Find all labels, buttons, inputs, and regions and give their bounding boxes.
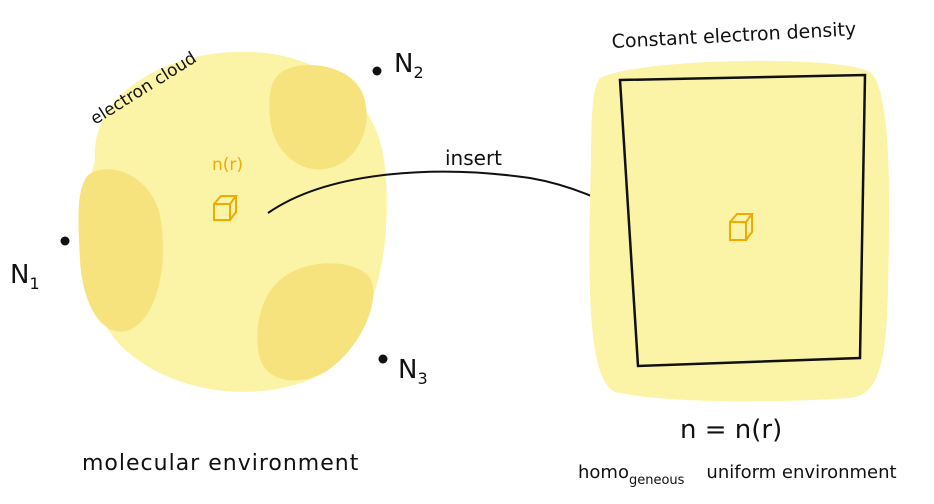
homogeneous-environment-panel: Constant electron density n = n(r) homog… bbox=[578, 18, 897, 488]
molecular-environment-label: molecular environment bbox=[82, 451, 359, 476]
atom-n1-label: N1 bbox=[10, 260, 40, 293]
atom-n3-dot bbox=[378, 354, 388, 364]
uniform-box bbox=[618, 73, 867, 368]
uniform-density-equation: n = n(r) bbox=[680, 415, 782, 445]
atom-n2-dot bbox=[372, 66, 382, 76]
atom-n3-label: N3 bbox=[398, 355, 428, 388]
uniform-density-background bbox=[589, 60, 890, 402]
homogeneous-environment-label: homogeneous uniform environment bbox=[578, 462, 897, 488]
atom-n2-label: N2 bbox=[394, 49, 424, 82]
cloud-lobe-top-right bbox=[269, 64, 367, 170]
insert-label: insert bbox=[445, 146, 502, 170]
cube-icon bbox=[213, 195, 238, 221]
constant-density-label: Constant electron density bbox=[611, 18, 857, 53]
cloud-lobe-left bbox=[78, 169, 163, 332]
density-function-label-left: n(r) bbox=[212, 155, 243, 175]
cube-icon bbox=[729, 213, 754, 241]
cloud-lobe-bottom-right bbox=[257, 263, 374, 381]
molecular-environment-panel: electron cloud n(r) N1 N2 N3 molecular e… bbox=[10, 48, 428, 476]
atom-n1-dot bbox=[60, 236, 70, 246]
